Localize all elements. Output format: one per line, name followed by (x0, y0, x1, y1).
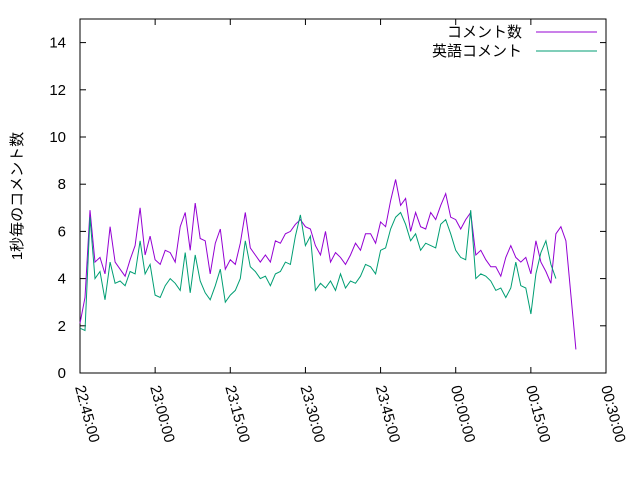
x-tick-label: 23:00:00 (146, 384, 178, 445)
y-tick-label: 8 (58, 176, 66, 193)
series-lines (79, 179, 577, 350)
y-tick-label: 10 (49, 129, 66, 146)
y-axis-label: 1秒毎のコメント数 (9, 132, 26, 260)
legend-label: コメント数 (447, 24, 522, 41)
x-tick-label: 00:15:00 (522, 384, 554, 445)
plot-area-frame (79, 18, 607, 374)
x-tick-label: 22:45:00 (71, 384, 103, 445)
x-tick-label: 23:45:00 (372, 384, 404, 445)
y-tick-label: 4 (58, 271, 66, 288)
y-tick-labels: 0 2 4 6 8 10 12 14 (49, 35, 66, 382)
x-tick-label: 00:00:00 (447, 384, 479, 445)
series-line (79, 210, 557, 332)
x-tick-label: 00:30:00 (597, 384, 629, 445)
y-tick-label: 6 (58, 223, 66, 240)
x-tick-label: 23:30:00 (297, 384, 329, 445)
legend-label: 英語コメント (432, 42, 522, 60)
y-tick-label: 14 (49, 35, 66, 52)
x-tick-labels: 22:45:00 23:00:00 23:15:00 23:30:00 23:45:00… (71, 384, 629, 445)
y-tick-label: 12 (49, 82, 66, 99)
x-tick-label: 23:15:00 (221, 384, 253, 445)
y-tick-label: 0 (58, 365, 66, 382)
y-tick-label: 2 (58, 318, 66, 335)
series-line (79, 179, 577, 350)
tick-marks (79, 19, 607, 374)
